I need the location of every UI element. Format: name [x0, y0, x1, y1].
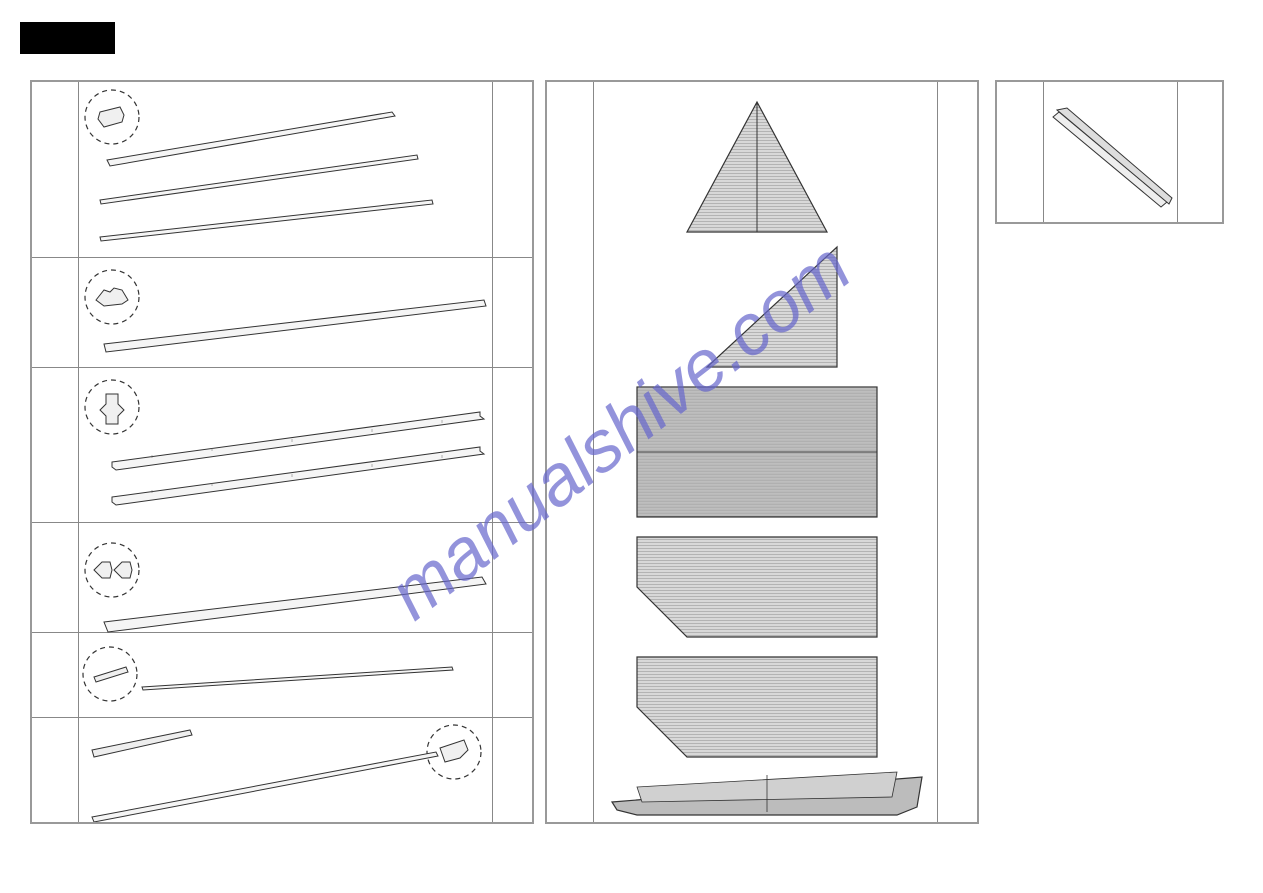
table-mid-drawings	[547, 82, 977, 822]
table-left-drawings	[32, 82, 532, 822]
table-right-drawing	[997, 82, 1222, 222]
table-mid	[545, 80, 979, 824]
table-right	[995, 80, 1224, 224]
header-black-box	[20, 22, 115, 54]
table-left	[30, 80, 534, 824]
